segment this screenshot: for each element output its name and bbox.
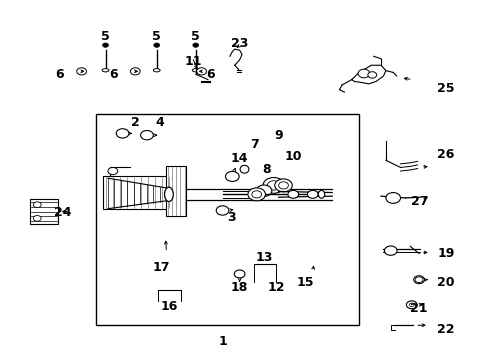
Text: 3: 3	[227, 211, 236, 224]
Text: 8: 8	[262, 163, 270, 176]
Text: 16: 16	[160, 300, 177, 313]
Ellipse shape	[192, 43, 198, 47]
Circle shape	[357, 69, 369, 78]
Circle shape	[274, 179, 292, 192]
Bar	[166, 166, 185, 216]
Ellipse shape	[192, 69, 199, 72]
Bar	[96, 114, 358, 325]
Text: 1: 1	[218, 335, 226, 348]
Text: 11: 11	[184, 55, 202, 68]
Text: 21: 21	[409, 302, 427, 315]
Ellipse shape	[153, 69, 160, 72]
Ellipse shape	[318, 190, 324, 198]
Text: 9: 9	[274, 129, 283, 142]
Text: 19: 19	[436, 247, 453, 260]
Circle shape	[234, 270, 244, 278]
Circle shape	[406, 301, 416, 309]
Bar	[103, 176, 171, 209]
Circle shape	[77, 68, 86, 75]
Text: 6: 6	[206, 68, 215, 81]
Circle shape	[116, 129, 129, 138]
Text: 27: 27	[410, 195, 428, 208]
Ellipse shape	[154, 43, 159, 47]
Circle shape	[384, 246, 396, 255]
Circle shape	[256, 185, 271, 197]
Circle shape	[278, 182, 288, 189]
Text: 23: 23	[230, 37, 248, 50]
Ellipse shape	[413, 276, 424, 284]
Text: 25: 25	[436, 82, 454, 95]
Circle shape	[263, 177, 284, 193]
Text: 12: 12	[267, 281, 285, 294]
Text: 18: 18	[230, 281, 248, 294]
Text: 20: 20	[436, 276, 454, 289]
Text: 13: 13	[255, 251, 272, 264]
Text: 2: 2	[131, 116, 140, 129]
Text: 26: 26	[436, 148, 453, 161]
Text: 15: 15	[296, 276, 314, 289]
Text: 5: 5	[152, 30, 161, 43]
Circle shape	[267, 181, 280, 190]
Circle shape	[216, 206, 228, 215]
Circle shape	[33, 202, 41, 208]
Circle shape	[414, 277, 422, 283]
Ellipse shape	[102, 43, 108, 47]
Text: 24: 24	[54, 206, 71, 219]
Circle shape	[247, 188, 265, 201]
Circle shape	[225, 171, 239, 181]
Circle shape	[108, 167, 118, 175]
Circle shape	[130, 68, 140, 75]
Circle shape	[408, 303, 413, 307]
Text: 14: 14	[230, 152, 248, 165]
Ellipse shape	[287, 190, 298, 198]
Circle shape	[385, 193, 400, 203]
Bar	[30, 199, 58, 224]
Text: 6: 6	[109, 68, 118, 81]
Ellipse shape	[164, 187, 173, 202]
Text: 17: 17	[153, 261, 170, 274]
Text: 5: 5	[101, 30, 110, 43]
Text: 10: 10	[284, 150, 302, 163]
Text: 22: 22	[436, 323, 454, 336]
Text: 4: 4	[156, 116, 164, 129]
Ellipse shape	[240, 165, 248, 173]
Text: 7: 7	[249, 138, 258, 150]
Circle shape	[141, 131, 153, 140]
Text: 6: 6	[55, 68, 64, 81]
Circle shape	[33, 216, 41, 221]
Ellipse shape	[307, 190, 318, 198]
Circle shape	[196, 68, 206, 75]
Text: 5: 5	[191, 30, 200, 43]
Circle shape	[251, 191, 261, 198]
Ellipse shape	[102, 69, 109, 72]
Circle shape	[367, 72, 376, 78]
